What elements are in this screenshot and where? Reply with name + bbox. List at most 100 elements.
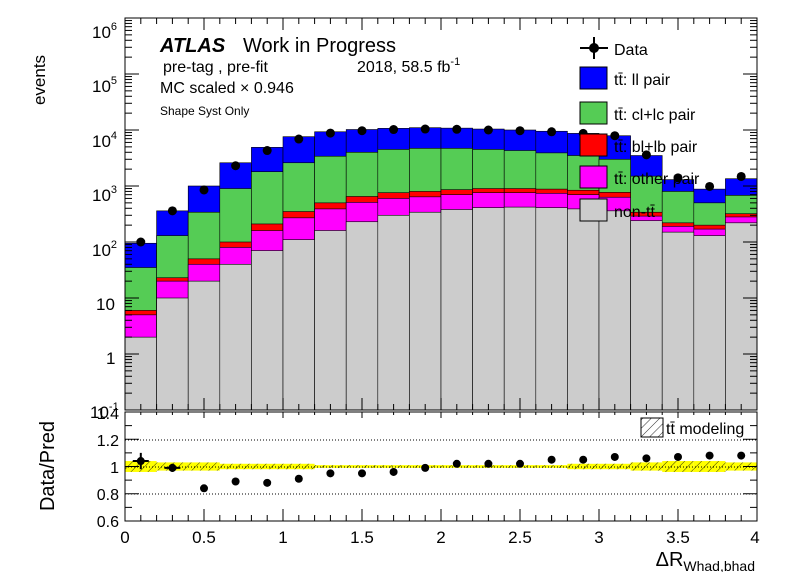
bar-nontt-1 bbox=[156, 297, 189, 411]
ratio-point-13 bbox=[547, 455, 556, 464]
data-point-0 bbox=[136, 237, 146, 247]
bar-nontt-3 bbox=[219, 263, 252, 411]
bar-nontt-9 bbox=[409, 211, 442, 411]
band-hatch-3 bbox=[219, 463, 252, 470]
bar-nontt-7 bbox=[345, 221, 379, 411]
band-hatch-14 bbox=[567, 463, 599, 470]
bar-nontt-6 bbox=[314, 230, 347, 411]
ratio-point-3 bbox=[231, 477, 240, 486]
ratio-point-19 bbox=[737, 451, 746, 460]
legend-data-label: Data bbox=[614, 42, 648, 59]
band-hatch-16 bbox=[630, 462, 663, 471]
ratio-point-2 bbox=[200, 484, 208, 493]
data-point-3 bbox=[231, 161, 241, 171]
syst-label: Shape Syst Only bbox=[160, 104, 249, 118]
band-hatch-4 bbox=[251, 463, 283, 470]
legend-cl-label: tt̄: cl+lc pair bbox=[614, 107, 696, 124]
x-axis-ticks-main bbox=[124, 18, 758, 410]
ratio-point-17 bbox=[674, 452, 682, 461]
data-point-12 bbox=[515, 126, 525, 136]
bar-nontt-4 bbox=[251, 250, 284, 411]
ratio-point-12 bbox=[516, 459, 524, 468]
x-tick-0: 0 bbox=[120, 528, 129, 547]
y-tick-label-1e4: 104 bbox=[92, 130, 117, 151]
data-point-16 bbox=[641, 150, 651, 160]
lumi-label: 2018, 58.5 fb-1 bbox=[357, 56, 460, 76]
y-axis-label-ratio: Data/Pred bbox=[37, 421, 59, 511]
x-tick-3.5: 3.5 bbox=[666, 528, 690, 547]
ratio-point-5 bbox=[294, 474, 303, 483]
ratio-y-tick-0.8: 0.8 bbox=[97, 487, 119, 504]
data-point-13 bbox=[547, 127, 557, 137]
x-tick-4: 4 bbox=[750, 528, 759, 547]
data-point-2 bbox=[199, 185, 209, 195]
x-tick-3: 3 bbox=[594, 528, 603, 547]
data-point-4 bbox=[262, 146, 272, 156]
y-tick-label-1e2: 102 bbox=[92, 239, 117, 260]
bar-nontt-2 bbox=[187, 280, 221, 411]
x-tick-0.5: 0.5 bbox=[192, 528, 216, 547]
ratio-point-11 bbox=[484, 459, 493, 468]
data-point-15 bbox=[610, 131, 620, 141]
data-points bbox=[136, 124, 746, 247]
bar-nontt-11 bbox=[472, 207, 505, 411]
ratio-point-10 bbox=[452, 459, 461, 468]
band-hatch-19 bbox=[725, 462, 757, 471]
bar-nontt-13 bbox=[535, 207, 568, 411]
legend-data-marker bbox=[580, 37, 608, 59]
legend-bl-label: tt̄: bl+lb pair bbox=[614, 139, 698, 156]
atlas-label: ATLAS bbox=[159, 35, 226, 57]
ratio-point-16 bbox=[642, 454, 651, 463]
data-point-1 bbox=[167, 206, 177, 216]
x-axis-ticks-ratio bbox=[124, 412, 758, 521]
main-panel: 106 105 104 103 102 10 1 10-1 events ATL… bbox=[30, 17, 758, 422]
selection-label: pre-tag , pre-fit bbox=[163, 59, 268, 76]
y-tick-label-10: 10 bbox=[96, 295, 115, 314]
x-tick-2: 2 bbox=[436, 528, 445, 547]
ratio-y-tick-1.4: 1.4 bbox=[97, 406, 119, 423]
bar-nontt-18 bbox=[693, 235, 726, 411]
work-in-progress-label: Work in Progress bbox=[243, 35, 396, 57]
legend-ll-swatch bbox=[579, 66, 608, 90]
y-axis-ticks-main bbox=[125, 17, 757, 411]
mc-scale-label: MC scaled × 0.946 bbox=[160, 80, 294, 97]
legend-modeling-swatch bbox=[640, 417, 664, 438]
ratio-panel: 1.4 1.2 1 0.8 0.6 0 0.5 1 1.5 2 2.5 3 3.… bbox=[37, 406, 760, 572]
legend-ll-label: tt̄: ll pair bbox=[614, 72, 671, 89]
bar-nontt-15 bbox=[598, 210, 631, 411]
bar-nontt-5 bbox=[282, 239, 315, 411]
data-point-8 bbox=[389, 125, 399, 135]
ratio-y-tick-1.2: 1.2 bbox=[97, 433, 119, 450]
ratio-point-4 bbox=[263, 478, 272, 487]
legend-nontt-label: non-tt̄ bbox=[614, 204, 656, 221]
ratio-point-15 bbox=[610, 452, 619, 461]
data-point-17 bbox=[673, 173, 683, 183]
legend-modeling-label: tt̄ modeling bbox=[666, 421, 744, 438]
ratio-y-tick-0.6: 0.6 bbox=[97, 514, 119, 531]
ratio-point-18 bbox=[705, 451, 714, 460]
data-point-19 bbox=[736, 171, 746, 181]
ratio-point-8 bbox=[389, 467, 398, 476]
legend-nontt-swatch bbox=[579, 198, 608, 222]
legend-cl-swatch bbox=[579, 101, 608, 125]
x-tick-1.5: 1.5 bbox=[350, 528, 374, 547]
ratio-points bbox=[132, 451, 746, 493]
data-point-11 bbox=[483, 125, 493, 135]
data-point-5 bbox=[294, 134, 304, 144]
ratio-point-0 bbox=[136, 457, 145, 466]
ratio-point-1 bbox=[168, 463, 177, 472]
bar-nontt-17 bbox=[661, 231, 695, 411]
stacked-histograms bbox=[124, 127, 758, 411]
y-axis-ticks-ratio bbox=[125, 411, 757, 522]
ratio-point-7 bbox=[358, 469, 366, 478]
data-point-6 bbox=[325, 128, 335, 138]
y-tick-label-1e3: 103 bbox=[92, 184, 117, 205]
legend-other-label: tt̄: other pair bbox=[614, 171, 700, 188]
bar-nontt-12 bbox=[503, 206, 537, 411]
legend: Data tt̄: ll pair tt̄: cl+lc pair tt̄: b… bbox=[579, 37, 700, 222]
data-point-18 bbox=[705, 181, 715, 191]
bar-nontt-0 bbox=[124, 336, 157, 411]
data-point-7 bbox=[357, 126, 367, 136]
y-tick-label-1e6: 106 bbox=[92, 21, 117, 42]
